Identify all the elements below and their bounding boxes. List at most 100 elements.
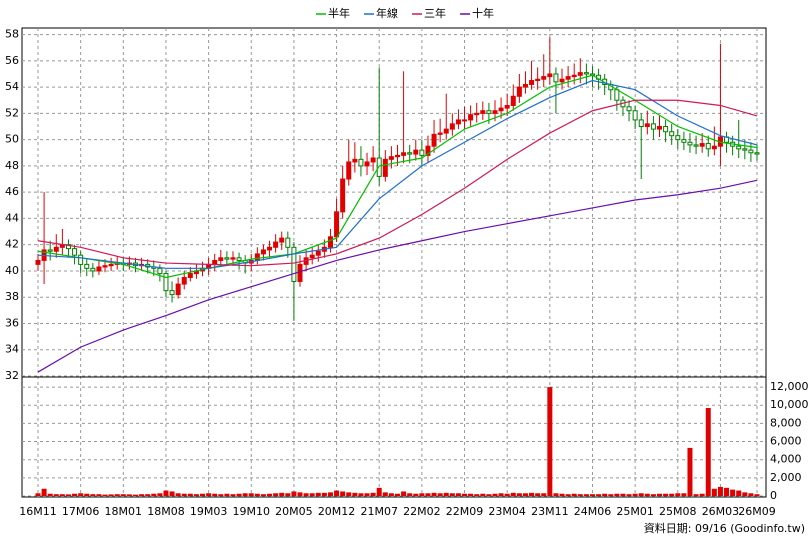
candle-body xyxy=(553,73,559,83)
candle-body xyxy=(492,110,498,114)
volume-bar xyxy=(620,493,626,496)
volume-bar xyxy=(139,494,145,496)
volume-bar xyxy=(187,493,193,496)
candle-body xyxy=(535,78,541,82)
candle-body xyxy=(340,178,346,213)
candle-body xyxy=(291,246,297,282)
candle-body xyxy=(181,277,187,285)
candle-body xyxy=(711,145,717,150)
x-tick-label: 24M06 xyxy=(574,505,612,518)
volume-bar xyxy=(535,493,541,496)
candle-body xyxy=(218,257,224,261)
candle-body xyxy=(309,254,315,259)
candle-body xyxy=(748,149,754,154)
x-tick-label: 19M03 xyxy=(190,505,228,518)
volume-bar xyxy=(72,493,78,496)
volume-bar xyxy=(370,492,376,496)
volume-bar xyxy=(102,494,108,496)
volume-bar xyxy=(212,493,218,496)
candle-body xyxy=(47,249,53,252)
candle-body xyxy=(504,104,510,109)
candle-body xyxy=(547,73,553,78)
volume-bar xyxy=(285,493,291,496)
volume-bar xyxy=(291,491,297,496)
candle-body xyxy=(474,112,480,116)
candle-body xyxy=(388,156,394,160)
candle-body xyxy=(352,158,358,163)
y2-tick-label: 10,000 xyxy=(770,398,808,411)
candle-body xyxy=(736,145,742,150)
candle-body xyxy=(35,259,41,265)
candle-body xyxy=(364,161,370,167)
volume-bar xyxy=(516,493,522,496)
candle-body xyxy=(84,263,90,269)
y2-tick-label: 8,000 xyxy=(770,416,802,429)
candle-body xyxy=(169,290,175,296)
volume-bar xyxy=(455,493,461,496)
candle-body xyxy=(236,257,242,261)
volume-bar xyxy=(437,493,443,496)
volume-bar xyxy=(382,492,388,496)
volume-bar xyxy=(596,494,602,496)
candle-body xyxy=(431,133,437,147)
volume-bar xyxy=(699,493,705,496)
candle-body xyxy=(559,78,565,83)
candle-body xyxy=(449,123,455,130)
volume-bar xyxy=(242,493,248,496)
volume-bar xyxy=(84,493,90,496)
y2-tick-label: 12,000 xyxy=(770,380,808,393)
volume-bar xyxy=(340,491,346,496)
candle-body xyxy=(425,145,431,156)
volume-bar xyxy=(529,492,535,496)
x-tick-label: 21M07 xyxy=(360,505,398,518)
y-tick-label: 40 xyxy=(5,264,19,277)
volume-bar xyxy=(742,492,748,496)
candle-body xyxy=(644,123,650,127)
candle-body xyxy=(187,273,193,279)
candle-body xyxy=(443,128,449,134)
volume-bar xyxy=(657,493,663,496)
volume-bar xyxy=(474,494,480,496)
volume-bar xyxy=(711,488,717,496)
candle-body xyxy=(705,143,711,150)
legend-label: 年線 xyxy=(376,6,398,20)
volume-bar xyxy=(297,492,303,496)
candle-body xyxy=(273,241,279,248)
candle-body xyxy=(529,80,535,85)
volume-bar xyxy=(431,492,437,496)
candle-body xyxy=(358,158,364,167)
volume-bar xyxy=(78,493,84,496)
volume-bar xyxy=(687,447,693,496)
volume-bar xyxy=(90,494,96,496)
candle-body xyxy=(565,76,571,80)
volume-bar xyxy=(254,493,260,496)
candle-body xyxy=(419,149,425,156)
volume-bar xyxy=(309,493,315,496)
x-tick-label: 22M09 xyxy=(446,505,484,518)
candle-body xyxy=(522,83,528,88)
volume-bar xyxy=(638,493,644,496)
candle-body xyxy=(413,149,419,155)
volume-bar xyxy=(510,492,516,496)
candle-body xyxy=(102,265,108,268)
candle-body xyxy=(516,86,522,97)
volume-bar xyxy=(395,493,400,496)
y-tick-label: 42 xyxy=(5,238,19,251)
volume-bar xyxy=(132,494,138,496)
volume-bar xyxy=(480,493,486,496)
volume-bar xyxy=(705,407,711,496)
volume-bar xyxy=(675,493,681,496)
ma-line xyxy=(37,99,758,267)
volume-bar xyxy=(279,492,285,496)
candle-body xyxy=(462,119,468,122)
x-tick-label: 26M09 xyxy=(738,505,776,518)
candle-body xyxy=(327,236,333,248)
candle-body xyxy=(626,106,632,112)
volume-bar xyxy=(547,387,553,496)
volume-bar xyxy=(407,493,413,496)
candle-body xyxy=(693,144,699,147)
candle-body xyxy=(254,253,260,261)
volume-bar xyxy=(47,493,53,496)
volume-bar xyxy=(681,493,687,496)
candle-body xyxy=(583,72,589,75)
